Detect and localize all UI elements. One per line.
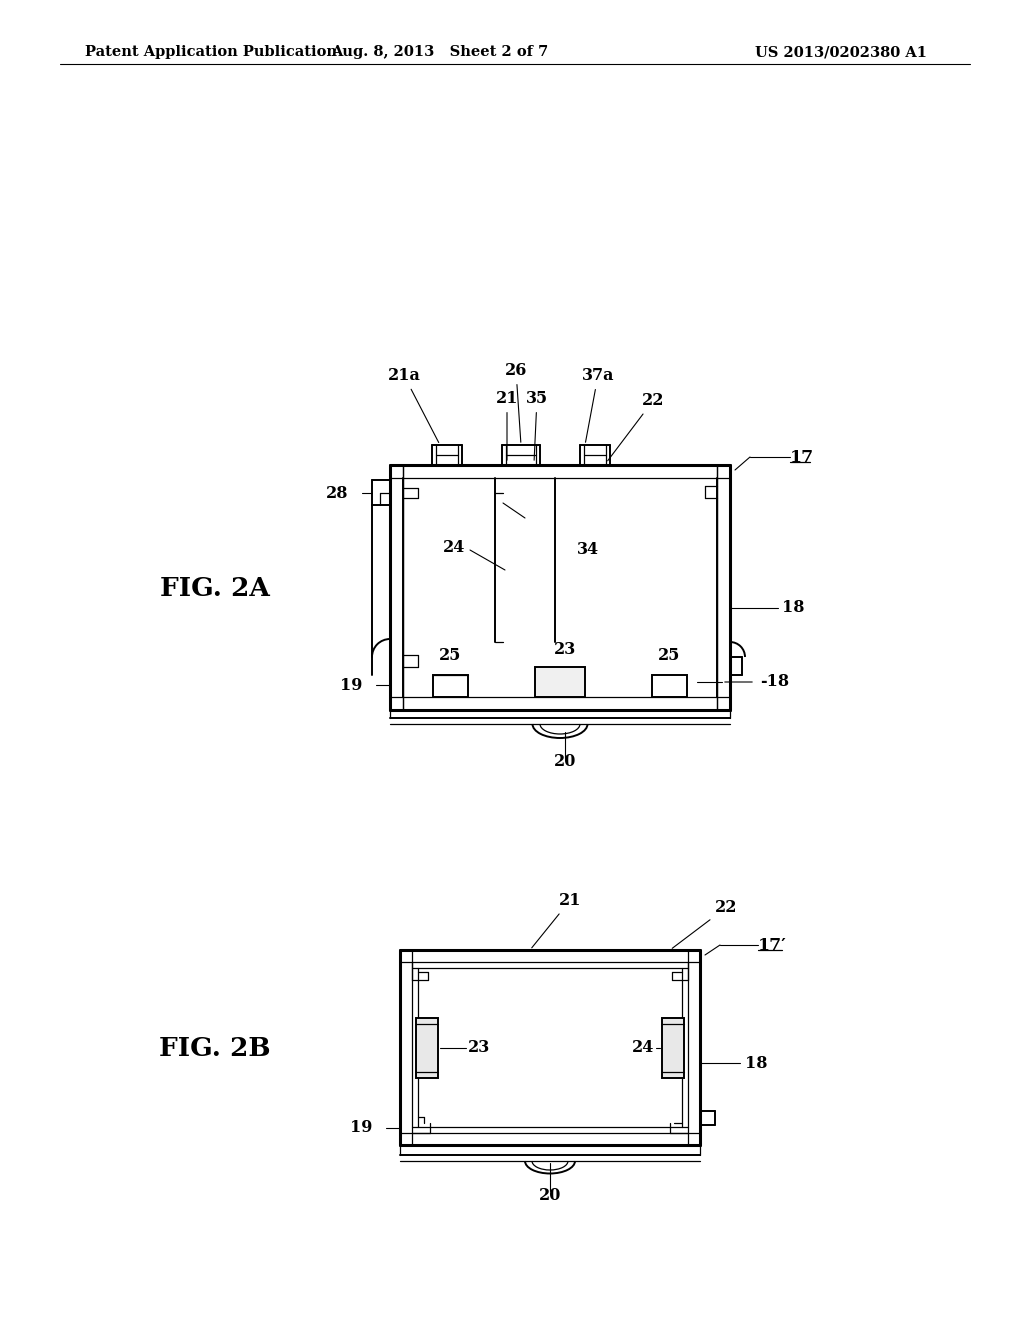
Text: -18: -18 (760, 673, 790, 690)
Text: US 2013/0202380 A1: US 2013/0202380 A1 (755, 45, 927, 59)
Text: Patent Application Publication: Patent Application Publication (85, 45, 337, 59)
Text: 21: 21 (496, 389, 518, 461)
Text: FIG. 2A: FIG. 2A (160, 576, 270, 601)
Text: 34: 34 (577, 541, 599, 558)
Bar (717, 465, 730, 710)
Text: Aug. 8, 2013   Sheet 2 of 7: Aug. 8, 2013 Sheet 2 of 7 (332, 45, 549, 59)
Text: 22: 22 (607, 392, 665, 461)
Text: 24: 24 (632, 1040, 654, 1056)
Text: 17′: 17′ (758, 936, 786, 953)
Text: 19: 19 (349, 1119, 372, 1137)
Bar (662, 1018, 684, 1078)
Text: 26: 26 (505, 362, 527, 442)
Text: 21a: 21a (387, 367, 438, 442)
Text: 21: 21 (531, 892, 582, 948)
Text: 24: 24 (442, 540, 465, 557)
Text: 37a: 37a (582, 367, 614, 442)
Bar (416, 1018, 438, 1078)
Text: 20: 20 (554, 754, 577, 771)
Text: 19: 19 (340, 676, 362, 693)
Text: 22: 22 (672, 899, 737, 948)
Text: 18: 18 (745, 1055, 768, 1072)
Text: 23: 23 (468, 1040, 490, 1056)
Bar (390, 465, 403, 710)
Text: 18: 18 (782, 599, 805, 616)
Text: 17: 17 (790, 449, 814, 466)
Text: 23: 23 (554, 640, 577, 657)
Text: FIG. 2B: FIG. 2B (159, 1035, 270, 1060)
Text: 25: 25 (439, 647, 461, 664)
Bar (433, 675, 468, 697)
Text: 20: 20 (539, 1187, 561, 1204)
Text: 25: 25 (657, 647, 680, 664)
Bar (652, 675, 687, 697)
Text: 28: 28 (326, 484, 348, 502)
Text: 35: 35 (526, 389, 548, 461)
Bar (535, 667, 585, 697)
